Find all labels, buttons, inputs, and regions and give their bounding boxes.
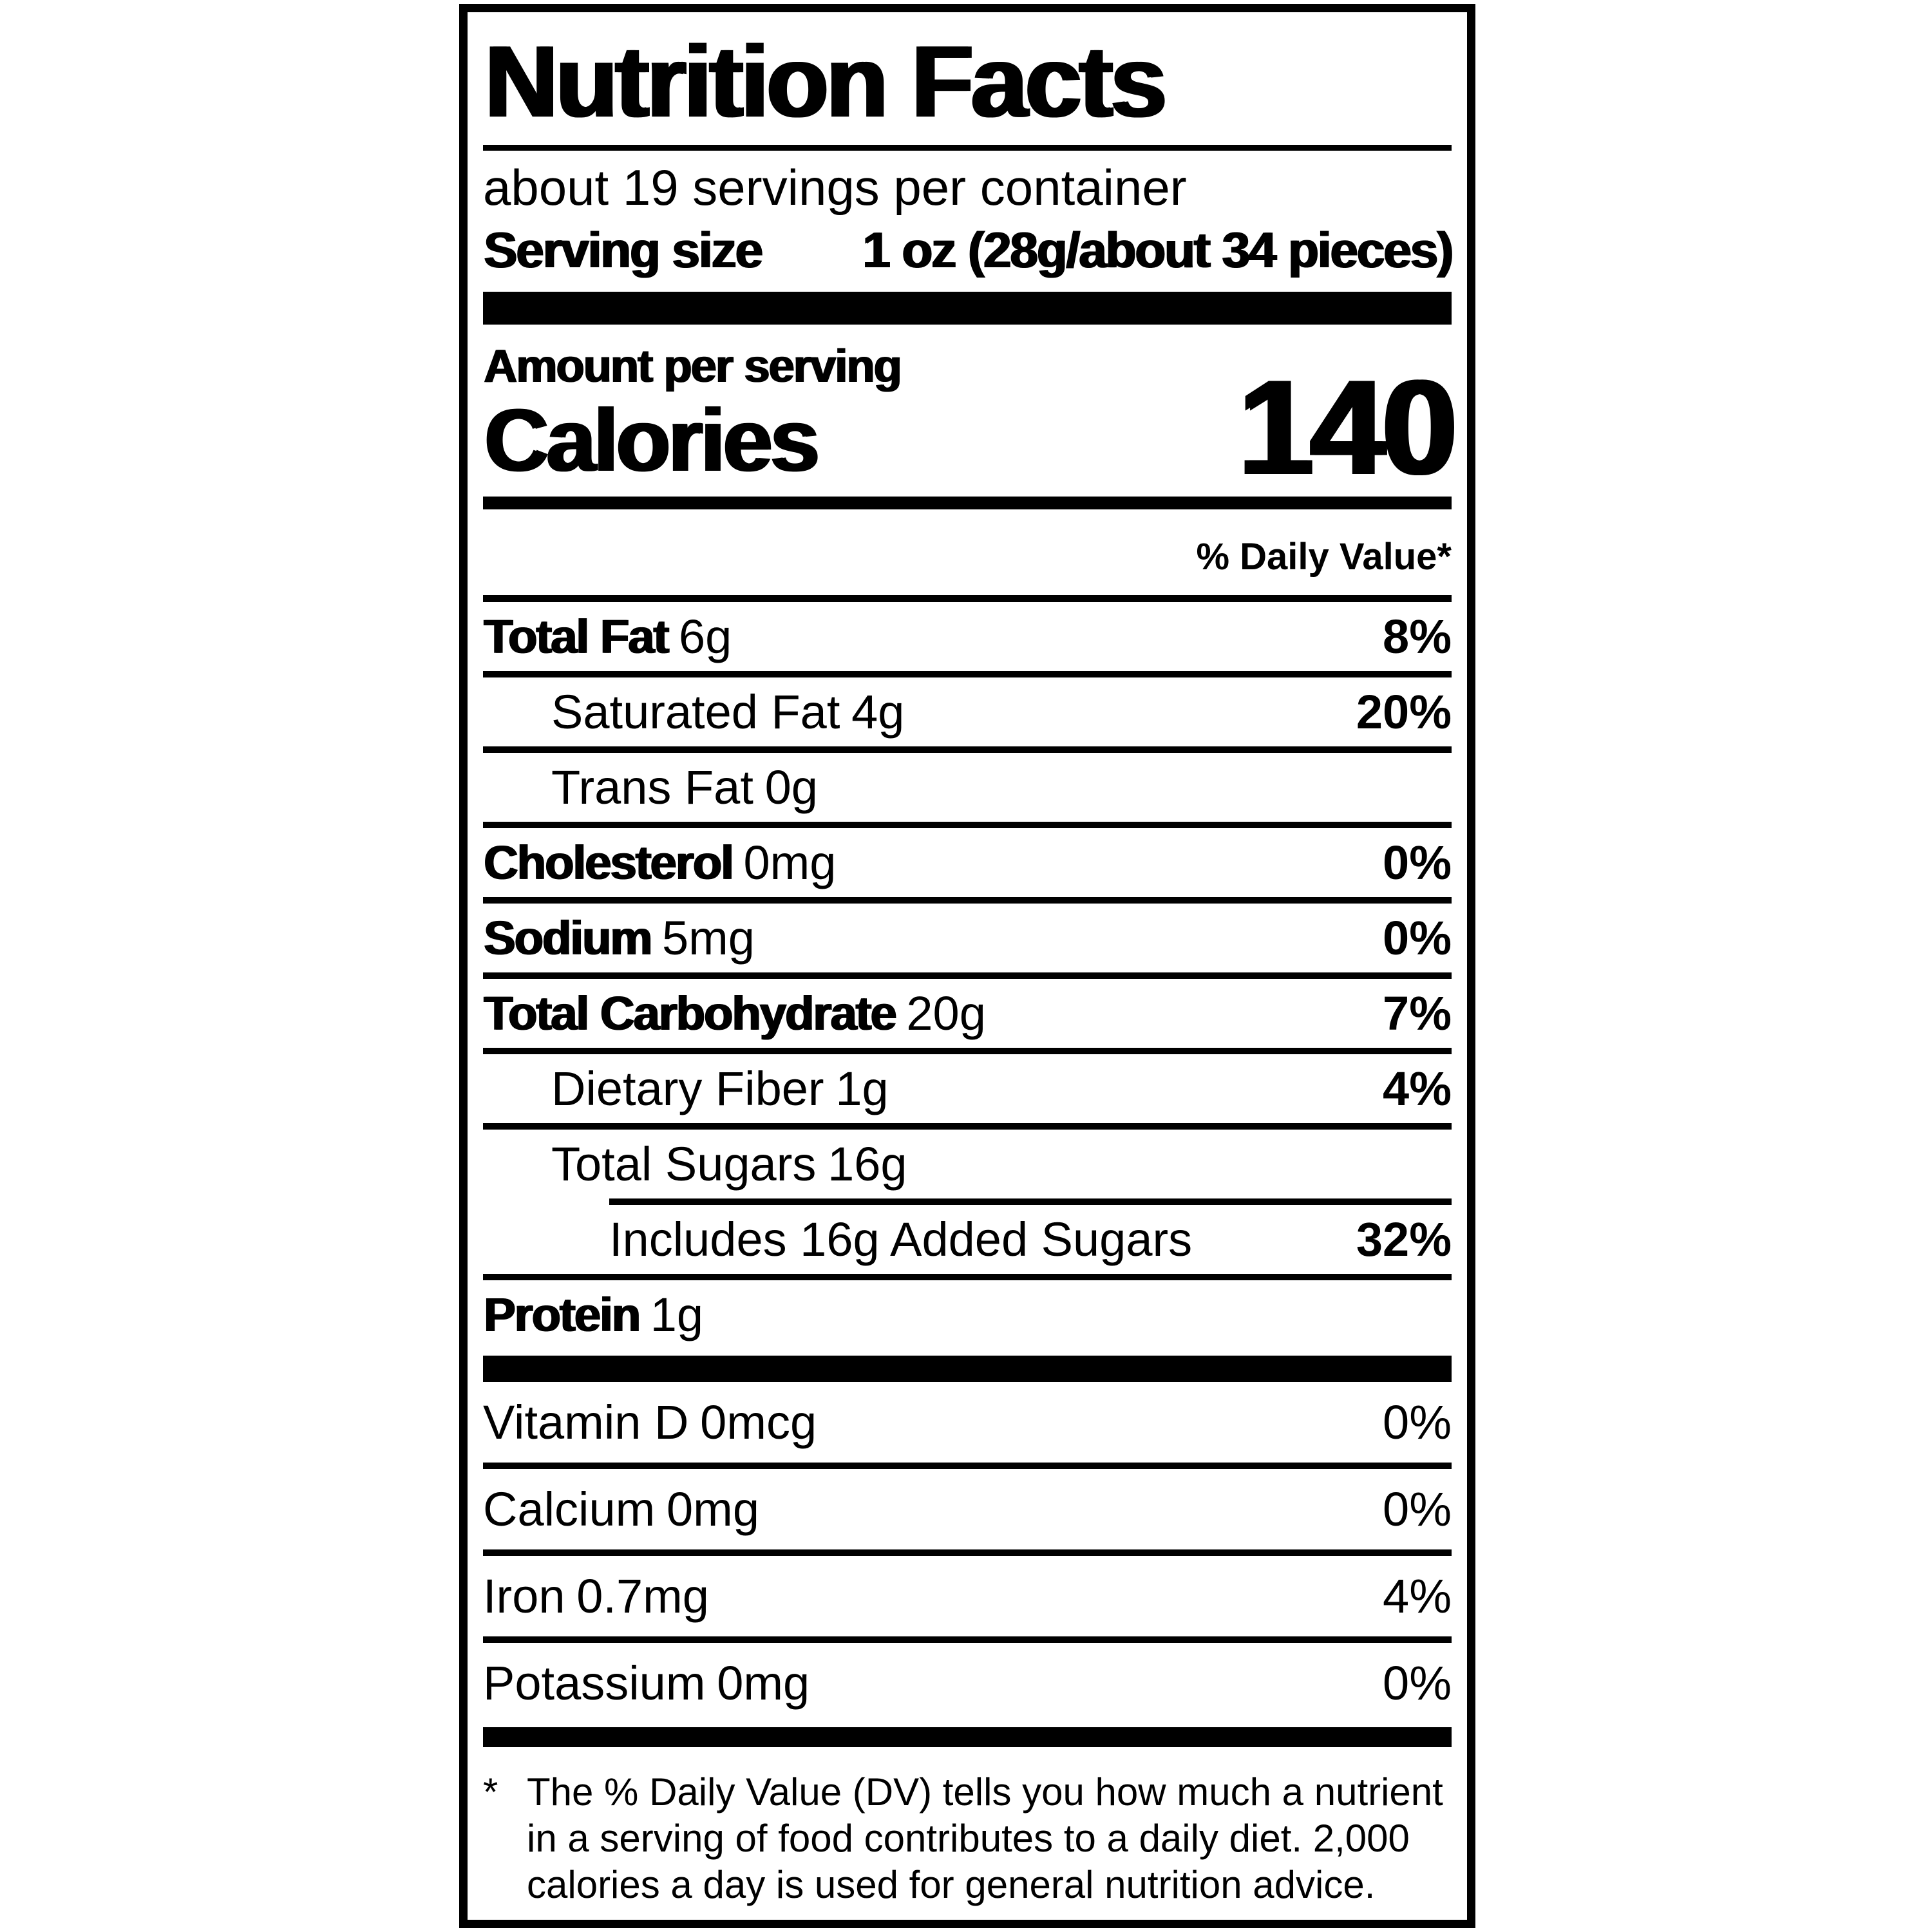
vitamin-row-vitamin-d: Vitamin D 0mcg 0% <box>483 1382 1452 1470</box>
nutrient-dv: 7% <box>1383 987 1452 1041</box>
nutrient-name: Sodium <box>483 911 652 965</box>
vitamin-amount: 0mcg <box>700 1396 817 1450</box>
calories-label: Calories <box>483 391 818 491</box>
calories-value: 140 <box>1236 351 1455 503</box>
vitamin-row-calcium: Calcium 0mg 0% <box>483 1469 1452 1557</box>
nutrient-dv: 32% <box>1356 1213 1452 1267</box>
nutrient-name: Protein <box>483 1288 640 1342</box>
vitamin-amount: 0mg <box>717 1656 810 1710</box>
vitamin-name: Vitamin D <box>483 1396 689 1450</box>
nutrient-name: Total Fat <box>483 610 668 664</box>
nutrient-amount: 20g <box>906 987 986 1041</box>
nutrient-dv: 4% <box>1383 1062 1452 1116</box>
nutrient-dv: 0% <box>1383 911 1452 965</box>
nutrient-dv: 8% <box>1383 610 1452 664</box>
daily-value-header: % Daily Value* <box>483 509 1452 603</box>
amount-per-serving-caption: Amount per serving <box>483 341 902 393</box>
vitamin-dv: 4% <box>1383 1569 1452 1624</box>
section-bar <box>483 291 1452 325</box>
vitamin-amount: 0mg <box>667 1482 759 1537</box>
nutrient-dv: 0% <box>1383 836 1452 890</box>
nutrient-row-total-sugars: Total Sugars 16g <box>483 1130 1452 1198</box>
nutrient-name: Total Carbohydrate <box>483 987 896 1041</box>
nutrient-amount: 0mg <box>743 836 837 890</box>
section-bar <box>483 1356 1452 1383</box>
nutrient-name: Dietary Fiber <box>551 1062 824 1116</box>
servings-per-container: about 19 servings per container <box>483 158 1187 216</box>
nutrient-name: Total Sugars <box>551 1137 817 1191</box>
nutrient-amount: 6g <box>678 610 732 664</box>
section-bar <box>483 1727 1452 1747</box>
footnote-asterisk: * <box>483 1770 498 1814</box>
footnote-text: The % Daily Value (DV) tells you how muc… <box>527 1770 1443 1906</box>
nutrient-amount: 0g <box>764 761 818 815</box>
nutrient-dv: 20% <box>1356 685 1452 739</box>
vitamin-amount: 0.7mg <box>576 1569 709 1624</box>
vitamin-name: Calcium <box>483 1482 656 1537</box>
vitamin-row-iron: Iron 0.7mg 4% <box>483 1556 1452 1643</box>
nutrient-name: Includes 16g Added Sugars <box>609 1213 1193 1267</box>
divider <box>483 144 1452 151</box>
serving-size-value: 1 oz (28g/about 34 pieces) <box>862 221 1453 278</box>
nutrient-amount: 1g <box>650 1288 704 1342</box>
nutrient-row-total-fat: Total Fat 6g 8% <box>483 602 1452 678</box>
nutrient-row-sodium: Sodium 5mg 0% <box>483 904 1452 980</box>
vitamin-name: Potassium <box>483 1656 706 1710</box>
nutrient-amount: 5mg <box>661 911 755 965</box>
nutrient-name: Trans Fat <box>551 761 753 815</box>
daily-value-footnote: * The % Daily Value (DV) tells you how m… <box>483 1747 1452 1908</box>
vitamin-dv: 0% <box>1383 1396 1452 1450</box>
vitamin-dv: 0% <box>1383 1482 1452 1537</box>
nutrient-row-dietary-fiber: Dietary Fiber 1g 4% <box>483 1054 1452 1130</box>
vitamin-row-potassium: Potassium 0mg 0% <box>483 1643 1452 1723</box>
indented-divider <box>609 1198 1452 1206</box>
nutrient-amount: 4g <box>851 685 905 739</box>
nutrient-row-added-sugars: Includes 16g Added Sugars 32% <box>483 1205 1452 1281</box>
vitamin-dv: 0% <box>1383 1656 1452 1710</box>
label-title: Nutrition Facts <box>483 25 1165 138</box>
nutrient-row-saturated-fat: Saturated Fat 4g 20% <box>483 677 1452 753</box>
nutrient-row-protein: Protein 1g <box>483 1280 1452 1349</box>
nutrient-row-cholesterol: Cholesterol 0mg 0% <box>483 828 1452 904</box>
section-bar <box>483 497 1452 510</box>
nutrient-name: Saturated Fat <box>551 685 840 739</box>
serving-size-row: Serving size 1 oz (28g/about 34 pieces) <box>483 218 1453 283</box>
calories-section: Amount per serving Calories 140 <box>483 341 1455 503</box>
serving-size-label: Serving size <box>483 221 762 278</box>
nutrient-row-trans-fat: Trans Fat 0g <box>483 753 1452 829</box>
nutrient-name: Cholesterol <box>483 836 734 890</box>
nutrition-facts-label: Nutrition Facts about 19 servings per co… <box>459 4 1475 1928</box>
nutrient-row-total-carbohydrate: Total Carbohydrate 20g 7% <box>483 979 1452 1055</box>
vitamin-name: Iron <box>483 1569 565 1624</box>
nutrient-amount: 1g <box>835 1062 889 1116</box>
nutrient-amount: 16g <box>828 1137 907 1191</box>
